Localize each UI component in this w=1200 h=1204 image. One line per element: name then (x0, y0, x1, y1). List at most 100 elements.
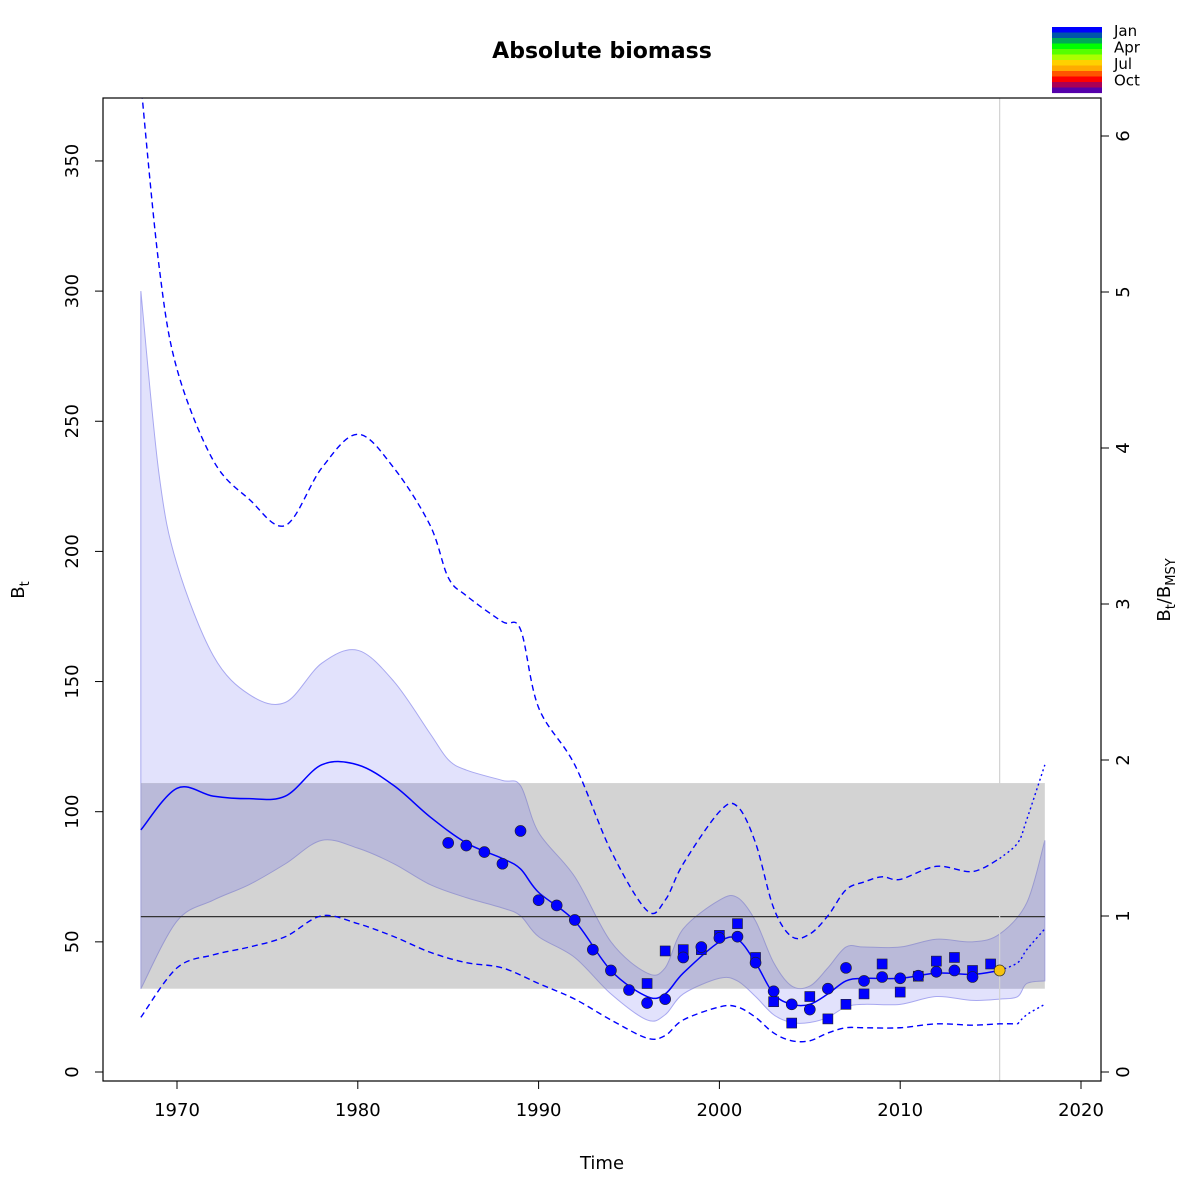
index2-point (894, 986, 906, 998)
index2-point (949, 952, 960, 963)
index1-point (605, 964, 617, 977)
index1-point (858, 975, 870, 987)
index1-point (659, 993, 671, 1005)
y-tick-label: 350 (62, 144, 83, 178)
index1-point (478, 846, 491, 858)
y-tick-label: 0 (62, 1066, 83, 1077)
legend-color-swatch (1052, 27, 1102, 33)
legend-color-swatch (1052, 71, 1102, 77)
index2-point (804, 991, 816, 1002)
index1-point (587, 943, 599, 956)
y-label-main: B (8, 586, 29, 598)
legend-color-swatch (1052, 76, 1102, 83)
ratio-ci-lower-forecast (1017, 1003, 1046, 1025)
current-index-point (993, 964, 1006, 977)
y-tick-label: 250 (62, 404, 83, 438)
index2-point (641, 978, 653, 989)
index1-point (840, 962, 852, 974)
index1-point (641, 997, 653, 1009)
plot-area (140, 98, 1046, 1081)
index1-point (822, 982, 834, 995)
legend-color-swatch (1052, 32, 1102, 39)
legend-label-jul: Jul (1113, 55, 1132, 73)
index2-point (768, 996, 779, 1008)
y-axis-label: Bt (8, 581, 33, 598)
legend-color-swatch (1052, 54, 1102, 61)
index1-point (767, 985, 780, 998)
y2-tick-label: 2 (1113, 754, 1134, 765)
index2-point (858, 988, 870, 1000)
index2-point (840, 999, 852, 1010)
index2-point (732, 918, 743, 929)
index1-point (803, 1003, 816, 1016)
y2-axis-label: Bt/BMSY (1154, 558, 1179, 621)
y2-label-slash-b: /B (1154, 586, 1175, 604)
svg-text:Bt: Bt (8, 581, 33, 598)
index1-point (677, 951, 690, 964)
legend-color-swatch (1052, 65, 1102, 72)
index2-point (876, 958, 888, 970)
axes: 1970 1980 1990 2000 2010 20200501001502002503… (62, 97, 1134, 1121)
index1-point (550, 899, 563, 912)
x-tick-label: 2000 (696, 1100, 742, 1121)
index1-point (568, 914, 581, 926)
index1-point (912, 969, 925, 982)
x-tick-label: 2010 (877, 1100, 923, 1121)
y2-tick-label: 0 (1113, 1066, 1134, 1077)
plot-layer (140, 98, 1046, 1081)
y2-tick-label: 4 (1113, 442, 1134, 453)
legend-label-jan: Jan (1113, 22, 1137, 40)
x-tick-label: 2020 (1058, 1100, 1104, 1121)
y2-tick-label: 3 (1113, 598, 1134, 609)
svg-text:Bt/BMSY: Bt/BMSY (1154, 558, 1179, 621)
y2-tick-label: 6 (1113, 130, 1134, 141)
index1-point (966, 971, 979, 983)
legend-label-oct: Oct (1114, 72, 1140, 90)
estimate-line (140, 760, 1000, 1007)
index1-point (948, 964, 961, 977)
legend-color-swatch (1052, 43, 1102, 50)
y-tick-label: 50 (62, 930, 83, 953)
index2-point (931, 955, 942, 967)
index1-point (695, 941, 708, 953)
forecast-line (999, 928, 1046, 972)
index1-point (496, 857, 509, 870)
x-tick-label: 1970 (154, 1100, 200, 1121)
index1-point (731, 930, 744, 943)
y2-label-msy: MSY (1164, 558, 1179, 585)
y-tick-label: 200 (62, 534, 83, 568)
y-tick-label: 300 (62, 274, 83, 308)
index1-point (876, 971, 888, 983)
index1-point (749, 956, 762, 969)
index1-point (785, 998, 798, 1011)
index1-point (460, 839, 473, 852)
index1-point (623, 984, 635, 996)
chart-title: Absolute biomass (492, 39, 712, 64)
legend-color-swatch (1052, 82, 1102, 88)
legend-color-swatch (1052, 38, 1102, 44)
index1-point (532, 894, 545, 907)
y2-label-t: t (1164, 604, 1179, 609)
index2-point (786, 1017, 798, 1029)
x-tick-label: 1980 (335, 1100, 381, 1121)
index1-point (442, 837, 455, 849)
index1-point (713, 932, 726, 944)
y2-label-b: B (1154, 609, 1175, 621)
x-tick-label: 1990 (516, 1100, 562, 1121)
plot-frame (102, 97, 1102, 1082)
ratio-ci-upper-forecast (999, 764, 1046, 860)
y2-tick-label: 5 (1113, 286, 1134, 297)
legend-color-swatch (1052, 60, 1102, 66)
y2-tick-label: 1 (1113, 910, 1134, 921)
index1-point (930, 965, 943, 978)
y-label-sub: t (18, 581, 33, 586)
legend-label-apr: Apr (1114, 39, 1141, 57)
index1-point (894, 972, 907, 985)
index2-point (985, 958, 996, 970)
legend-color-swatch (1052, 49, 1102, 55)
legend-color-swatch (1052, 87, 1102, 94)
index2-point (659, 945, 671, 957)
